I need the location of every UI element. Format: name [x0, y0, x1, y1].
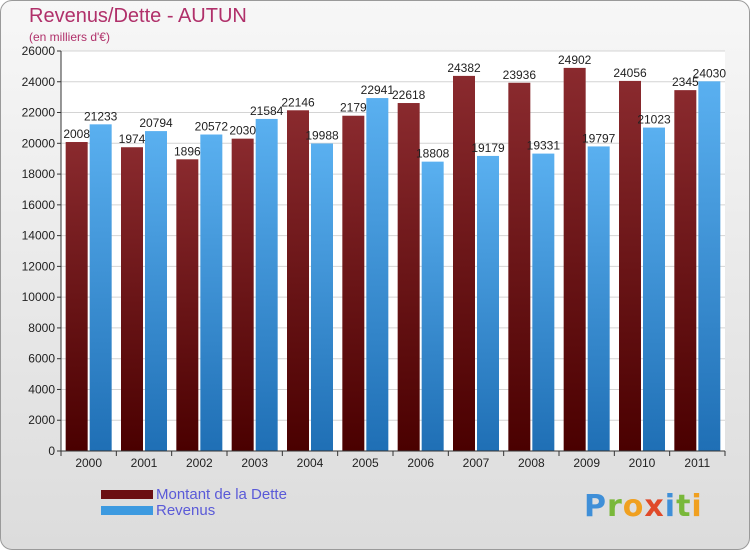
value-label-revenus: 24030 [693, 66, 727, 80]
y-tick-label: 0 [48, 444, 55, 458]
legend-label-revenus: Revenus [156, 502, 216, 519]
value-label-revenus: 18808 [416, 147, 450, 161]
value-label-debt: 1896 [174, 144, 201, 158]
y-tick-label: 14000 [22, 229, 56, 243]
proxiti-logo: Proxiti [584, 489, 703, 524]
bar-debt [342, 115, 365, 451]
x-tick-label: 2000 [75, 456, 102, 470]
value-label-revenus: 21584 [250, 104, 284, 118]
legend-label-debt: Montant de la Dette [156, 486, 287, 503]
bar-revenus [643, 127, 665, 452]
bar-debt [397, 103, 420, 452]
x-tick-label: 2002 [186, 456, 213, 470]
y-tick-label: 10000 [22, 290, 56, 304]
bar-debt [619, 80, 641, 452]
bar-revenus [587, 146, 610, 451]
bar-debt [287, 110, 309, 452]
y-tick-label: 12000 [22, 259, 56, 273]
x-tick-label: 2001 [131, 456, 158, 470]
bar-debt [508, 82, 531, 451]
value-label-revenus: 22941 [361, 83, 395, 97]
x-tick-label: 2005 [352, 456, 379, 470]
value-label-debt: 1974 [119, 132, 146, 146]
value-label-debt: 22618 [392, 88, 426, 102]
value-label-revenus: 20572 [195, 120, 229, 134]
value-label-debt: 22146 [281, 95, 315, 109]
x-tick-label: 2006 [407, 456, 434, 470]
chart-title: Revenus/Dette - AUTUN [29, 5, 247, 27]
logo-letter: P [584, 489, 607, 524]
bar-revenus [200, 134, 223, 451]
y-tick-label: 4000 [28, 382, 55, 396]
bar-debt [563, 67, 586, 452]
y-tick-label: 26000 [22, 44, 56, 58]
logo-letter: t [676, 489, 692, 524]
y-tick-label: 22000 [22, 106, 56, 120]
logo-letter: i [664, 489, 677, 524]
logo-letter: i [691, 489, 703, 524]
y-tick-label: 18000 [22, 167, 56, 181]
y-tick-label: 16000 [22, 198, 56, 212]
bar-revenus [145, 131, 167, 452]
legend-swatch-revenus [101, 506, 153, 515]
bar-debt [121, 147, 143, 451]
value-label-revenus: 19179 [471, 141, 505, 155]
plot-area [61, 51, 725, 451]
value-label-debt: 2008 [63, 127, 90, 141]
x-tick-label: 2007 [463, 456, 490, 470]
y-tick-label: 8000 [28, 321, 55, 335]
logo-letter: x [644, 489, 665, 524]
bar-revenus [477, 155, 499, 451]
value-label-revenus: 20794 [139, 116, 173, 130]
chart-subtitle: (en milliers d'€) [29, 30, 110, 44]
x-tick-label: 2010 [629, 456, 656, 470]
bar-revenus [311, 143, 333, 451]
value-label-debt: 23936 [503, 68, 537, 82]
logo-letter: o [622, 489, 645, 524]
y-tick-label: 2000 [28, 413, 55, 427]
value-label-debt: 24056 [613, 66, 647, 80]
bar-debt [231, 138, 254, 451]
bar-revenus [532, 153, 555, 451]
y-tick-label: 6000 [28, 352, 55, 366]
x-tick-label: 2011 [684, 456, 710, 470]
bar-revenus [698, 81, 721, 452]
value-label-debt: 24382 [447, 61, 481, 75]
value-label-debt: 2179 [340, 101, 367, 115]
value-label-revenus: 21233 [84, 109, 118, 123]
value-label-revenus: 19988 [305, 128, 339, 142]
bar-debt [674, 90, 697, 451]
bar-revenus [89, 124, 112, 451]
bar-revenus [366, 98, 389, 452]
x-tick-label: 2003 [241, 456, 268, 470]
y-tick-label: 24000 [22, 75, 56, 89]
value-label-revenus: 19797 [582, 131, 616, 145]
bar-debt [65, 142, 88, 451]
x-tick-label: 2004 [297, 456, 324, 470]
bar-revenus [421, 161, 444, 451]
y-tick-label: 20000 [22, 136, 56, 150]
logo-letter: r [607, 489, 623, 524]
x-tick-label: 2009 [573, 456, 600, 470]
bar-debt [176, 159, 199, 452]
value-label-revenus: 19331 [527, 139, 561, 153]
value-label-debt: 2345 [672, 75, 699, 89]
value-label-revenus: 21023 [637, 113, 671, 127]
x-tick-label: 2008 [518, 456, 545, 470]
bar-debt [453, 75, 475, 452]
value-label-debt: 24902 [558, 53, 592, 67]
legend-swatch-debt [101, 490, 153, 499]
bar-revenus [255, 118, 278, 451]
value-label-debt: 2030 [229, 124, 256, 138]
